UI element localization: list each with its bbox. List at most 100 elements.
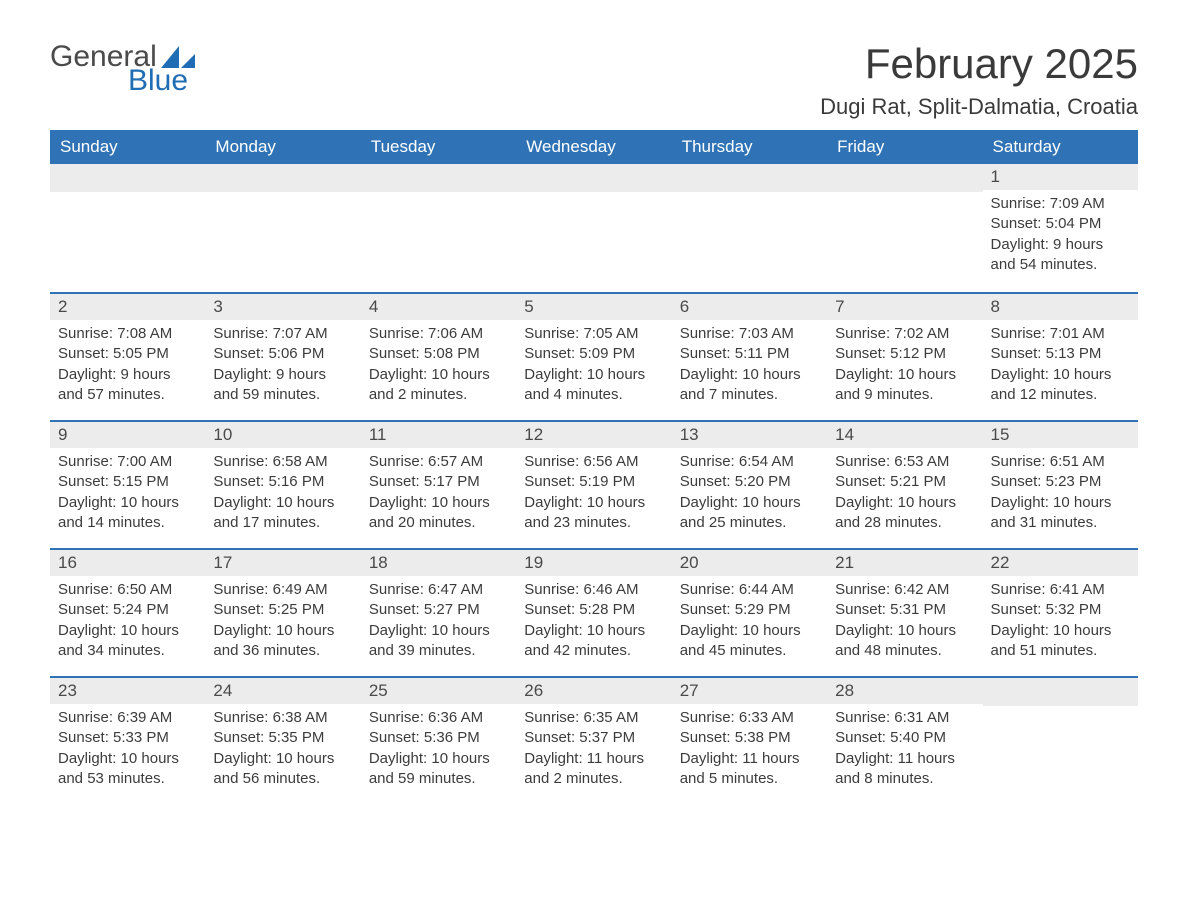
day-body: Sunrise: 6:41 AMSunset: 5:32 PMDaylight:… [983, 576, 1138, 671]
day-body: Sunrise: 6:51 AMSunset: 5:23 PMDaylight:… [983, 448, 1138, 543]
calendar-cell: 10Sunrise: 6:58 AMSunset: 5:16 PMDayligh… [205, 420, 360, 548]
month-title: February 2025 [820, 40, 1138, 88]
day-number-row: 13 [672, 420, 827, 448]
daylight-line: Daylight: 10 hours and 42 minutes. [524, 621, 663, 662]
sunrise-line: Sunrise: 6:46 AM [524, 580, 663, 600]
calendar-cell [983, 676, 1138, 804]
day-number-row: 3 [205, 292, 360, 320]
calendar-cell: 18Sunrise: 6:47 AMSunset: 5:27 PMDayligh… [361, 548, 516, 676]
calendar-cell: 3Sunrise: 7:07 AMSunset: 5:06 PMDaylight… [205, 292, 360, 420]
day-body: Sunrise: 6:31 AMSunset: 5:40 PMDaylight:… [827, 704, 982, 799]
day-number: 23 [58, 681, 77, 700]
sunset-line: Sunset: 5:27 PM [369, 600, 508, 620]
day-number: 2 [58, 297, 67, 316]
sunset-line: Sunset: 5:29 PM [680, 600, 819, 620]
calendar-cell: 20Sunrise: 6:44 AMSunset: 5:29 PMDayligh… [672, 548, 827, 676]
day-number: 15 [991, 425, 1010, 444]
day-number: 21 [835, 553, 854, 572]
sunrise-line: Sunrise: 6:35 AM [524, 708, 663, 728]
calendar-cell: 11Sunrise: 6:57 AMSunset: 5:17 PMDayligh… [361, 420, 516, 548]
day-number-row: 1 [983, 164, 1138, 190]
sunrise-line: Sunrise: 7:05 AM [524, 324, 663, 344]
sunset-line: Sunset: 5:33 PM [58, 728, 197, 748]
sunrise-line: Sunrise: 6:49 AM [213, 580, 352, 600]
day-body: Sunrise: 6:53 AMSunset: 5:21 PMDaylight:… [827, 448, 982, 543]
day-number: 19 [524, 553, 543, 572]
day-body: Sunrise: 6:35 AMSunset: 5:37 PMDaylight:… [516, 704, 671, 799]
sunset-line: Sunset: 5:04 PM [991, 214, 1130, 234]
sunset-line: Sunset: 5:17 PM [369, 472, 508, 492]
calendar-week-row: 23Sunrise: 6:39 AMSunset: 5:33 PMDayligh… [50, 676, 1138, 804]
sunset-line: Sunset: 5:06 PM [213, 344, 352, 364]
sunrise-line: Sunrise: 7:01 AM [991, 324, 1130, 344]
day-number-row: 25 [361, 676, 516, 704]
day-number-row [827, 164, 982, 192]
sunset-line: Sunset: 5:11 PM [680, 344, 819, 364]
location: Dugi Rat, Split-Dalmatia, Croatia [820, 94, 1138, 120]
calendar-cell: 28Sunrise: 6:31 AMSunset: 5:40 PMDayligh… [827, 676, 982, 804]
calendar-cell: 23Sunrise: 6:39 AMSunset: 5:33 PMDayligh… [50, 676, 205, 804]
day-number: 5 [524, 297, 533, 316]
daylight-line: Daylight: 10 hours and 28 minutes. [835, 493, 974, 534]
sunset-line: Sunset: 5:28 PM [524, 600, 663, 620]
calendar-cell: 9Sunrise: 7:00 AMSunset: 5:15 PMDaylight… [50, 420, 205, 548]
weekday-header: Monday [205, 130, 360, 164]
calendar-table: SundayMondayTuesdayWednesdayThursdayFrid… [50, 130, 1138, 804]
sunrise-line: Sunrise: 6:38 AM [213, 708, 352, 728]
sunset-line: Sunset: 5:09 PM [524, 344, 663, 364]
sunrise-line: Sunrise: 6:36 AM [369, 708, 508, 728]
day-body [205, 192, 360, 276]
calendar-cell: 7Sunrise: 7:02 AMSunset: 5:12 PMDaylight… [827, 292, 982, 420]
day-number: 25 [369, 681, 388, 700]
day-number-row: 11 [361, 420, 516, 448]
day-number-row: 26 [516, 676, 671, 704]
daylight-line: Daylight: 10 hours and 2 minutes. [369, 365, 508, 406]
daylight-line: Daylight: 10 hours and 59 minutes. [369, 749, 508, 790]
day-number: 3 [213, 297, 222, 316]
day-number-row: 18 [361, 548, 516, 576]
day-body [983, 706, 1138, 790]
day-number: 4 [369, 297, 378, 316]
day-number-row [516, 164, 671, 192]
daylight-line: Daylight: 10 hours and 4 minutes. [524, 365, 663, 406]
day-number-row: 20 [672, 548, 827, 576]
calendar-week-row: 9Sunrise: 7:00 AMSunset: 5:15 PMDaylight… [50, 420, 1138, 548]
calendar-cell: 13Sunrise: 6:54 AMSunset: 5:20 PMDayligh… [672, 420, 827, 548]
sunrise-line: Sunrise: 6:51 AM [991, 452, 1130, 472]
day-number-row [672, 164, 827, 192]
calendar-body: 1Sunrise: 7:09 AMSunset: 5:04 PMDaylight… [50, 164, 1138, 804]
day-number-row [983, 676, 1138, 706]
daylight-line: Daylight: 11 hours and 8 minutes. [835, 749, 974, 790]
calendar-cell: 16Sunrise: 6:50 AMSunset: 5:24 PMDayligh… [50, 548, 205, 676]
day-number: 18 [369, 553, 388, 572]
day-body: Sunrise: 7:09 AMSunset: 5:04 PMDaylight:… [983, 190, 1138, 285]
day-body: Sunrise: 6:33 AMSunset: 5:38 PMDaylight:… [672, 704, 827, 799]
calendar-cell: 24Sunrise: 6:38 AMSunset: 5:35 PMDayligh… [205, 676, 360, 804]
day-body: Sunrise: 6:50 AMSunset: 5:24 PMDaylight:… [50, 576, 205, 671]
daylight-line: Daylight: 10 hours and 39 minutes. [369, 621, 508, 662]
day-body [516, 192, 671, 276]
day-body: Sunrise: 6:46 AMSunset: 5:28 PMDaylight:… [516, 576, 671, 671]
day-number: 10 [213, 425, 232, 444]
day-number: 27 [680, 681, 699, 700]
daylight-line: Daylight: 10 hours and 17 minutes. [213, 493, 352, 534]
sunrise-line: Sunrise: 6:31 AM [835, 708, 974, 728]
daylight-line: Daylight: 10 hours and 23 minutes. [524, 493, 663, 534]
day-number-row: 12 [516, 420, 671, 448]
weekday-header-row: SundayMondayTuesdayWednesdayThursdayFrid… [50, 130, 1138, 164]
day-body: Sunrise: 7:05 AMSunset: 5:09 PMDaylight:… [516, 320, 671, 415]
daylight-line: Daylight: 10 hours and 36 minutes. [213, 621, 352, 662]
sunset-line: Sunset: 5:15 PM [58, 472, 197, 492]
day-body: Sunrise: 7:02 AMSunset: 5:12 PMDaylight:… [827, 320, 982, 415]
day-number-row: 5 [516, 292, 671, 320]
day-number-row: 4 [361, 292, 516, 320]
day-number-row: 24 [205, 676, 360, 704]
sunset-line: Sunset: 5:08 PM [369, 344, 508, 364]
day-number: 12 [524, 425, 543, 444]
weekday-header: Friday [827, 130, 982, 164]
day-number-row: 28 [827, 676, 982, 704]
sunrise-line: Sunrise: 6:42 AM [835, 580, 974, 600]
weekday-header: Saturday [983, 130, 1138, 164]
day-number-row: 9 [50, 420, 205, 448]
sunrise-line: Sunrise: 6:57 AM [369, 452, 508, 472]
